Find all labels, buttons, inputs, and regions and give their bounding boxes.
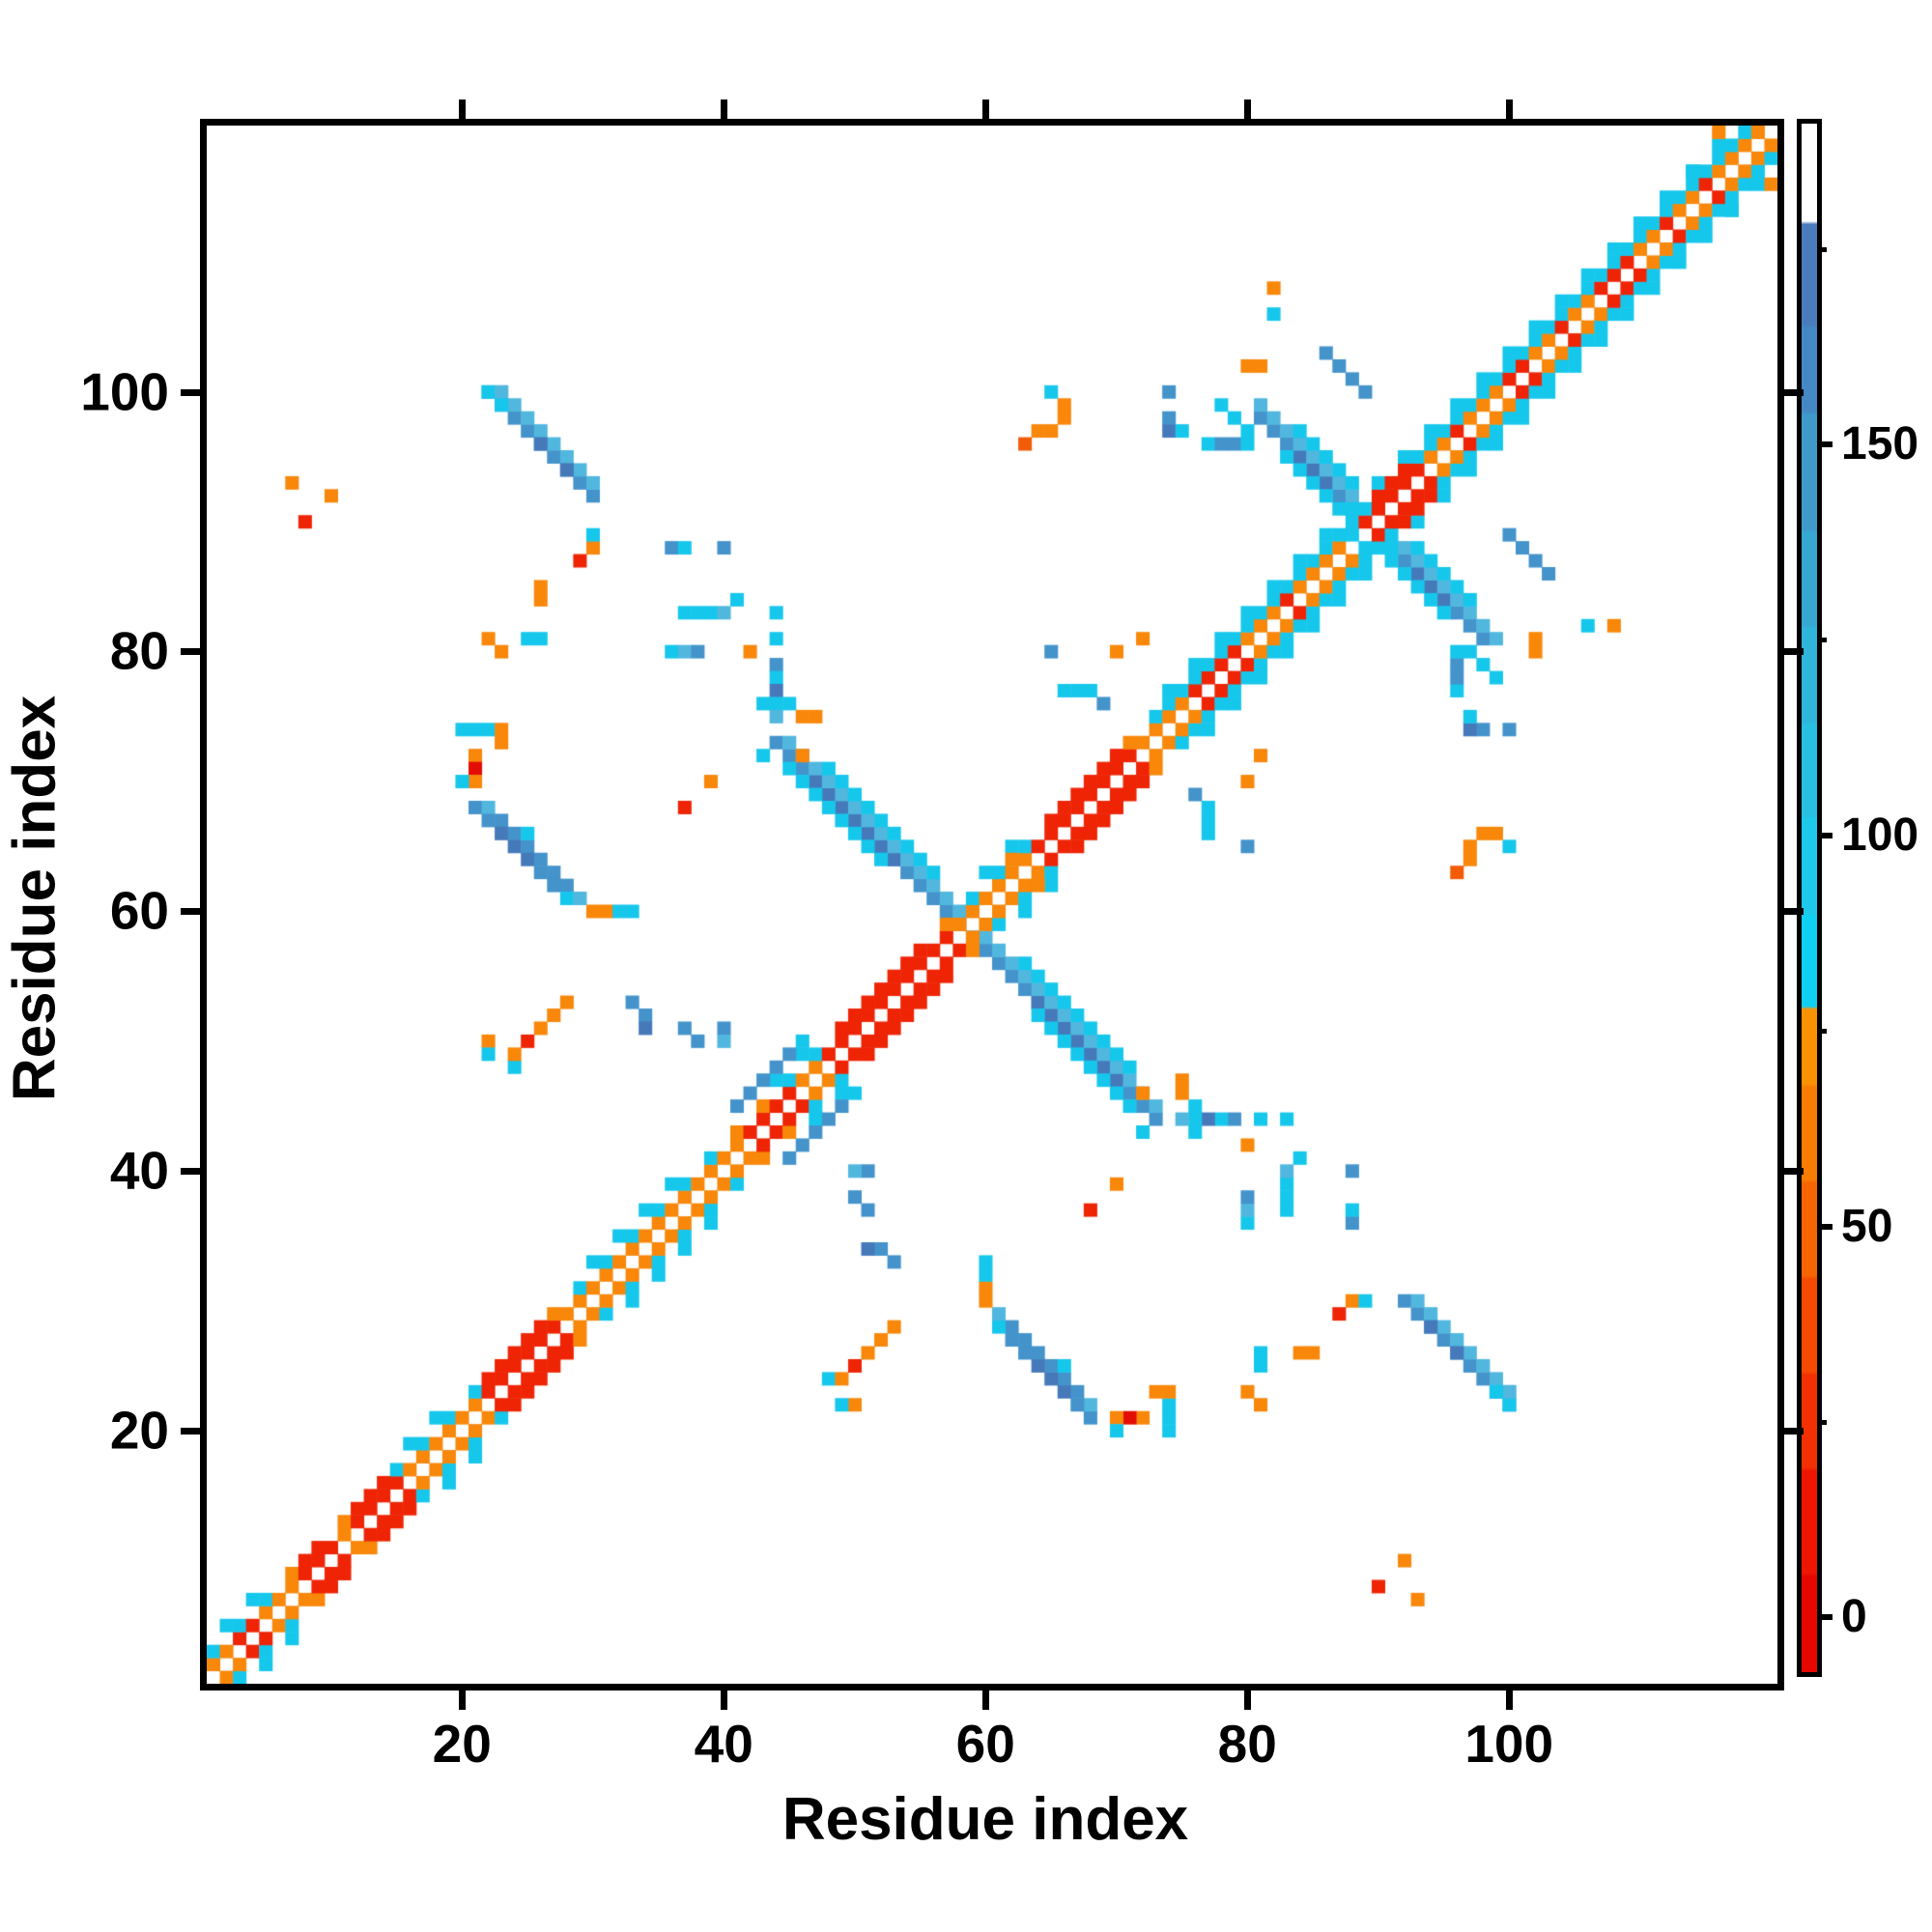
colorbar-tick-label: 100 <box>1841 809 1919 861</box>
x-axis-tick-top <box>459 99 467 119</box>
colorbar-tick-label: 50 <box>1841 1200 1893 1252</box>
colorbar <box>1797 119 1822 1677</box>
colorbar-minor-tick <box>1817 1419 1827 1425</box>
colorbar-minor-tick <box>1817 246 1827 252</box>
y-tick-label: 80 <box>109 620 169 681</box>
y-tick-label: 60 <box>109 880 169 941</box>
contact-map-heatmap <box>207 126 1777 1684</box>
colorbar-tick-label: 150 <box>1841 417 1919 469</box>
x-axis-tick <box>1244 1690 1252 1710</box>
y-axis-tick-right <box>1784 1427 1804 1435</box>
x-tick-label: 40 <box>694 1714 753 1774</box>
x-axis-tick <box>459 1690 467 1710</box>
plot-area <box>200 119 1784 1690</box>
colorbar-tick-label: 0 <box>1841 1591 1867 1643</box>
x-axis-tick-top <box>1506 99 1514 119</box>
x-tick-label: 80 <box>1217 1714 1277 1774</box>
y-axis-tick-right <box>1784 388 1804 396</box>
x-tick-label: 60 <box>955 1714 1015 1774</box>
x-axis-tick-top <box>721 99 728 119</box>
x-axis-tick-top <box>1244 99 1252 119</box>
colorbar-tick <box>1817 832 1833 838</box>
y-tick-label: 40 <box>109 1140 169 1201</box>
x-axis-tick-top <box>982 99 990 119</box>
colorbar-tick <box>1817 440 1833 447</box>
y-axis-tick <box>181 908 200 916</box>
y-axis-tick-right <box>1784 648 1804 656</box>
colorbar-gradient <box>1802 124 1817 1672</box>
y-axis-tick <box>181 648 200 656</box>
x-axis-tick <box>721 1690 728 1710</box>
y-axis-tick <box>181 388 200 396</box>
y-axis-tick <box>181 1168 200 1176</box>
x-axis-tick <box>1506 1690 1514 1710</box>
x-tick-label: 100 <box>1464 1714 1554 1774</box>
colorbar-tick <box>1817 1614 1833 1621</box>
y-tick-label: 20 <box>109 1400 169 1461</box>
y-tick-label: 100 <box>80 361 169 422</box>
y-axis-label: Residue index <box>1 695 69 1102</box>
colorbar-minor-tick <box>1817 1029 1827 1035</box>
y-axis-tick <box>181 1427 200 1435</box>
y-axis-tick-right <box>1784 908 1804 916</box>
x-tick-label: 20 <box>432 1714 492 1774</box>
colorbar-minor-tick <box>1817 638 1827 643</box>
colorbar-tick <box>1817 1223 1833 1230</box>
x-axis-tick <box>982 1690 990 1710</box>
x-axis-label: Residue index <box>781 1786 1189 1853</box>
y-axis-tick-right <box>1784 1168 1804 1176</box>
